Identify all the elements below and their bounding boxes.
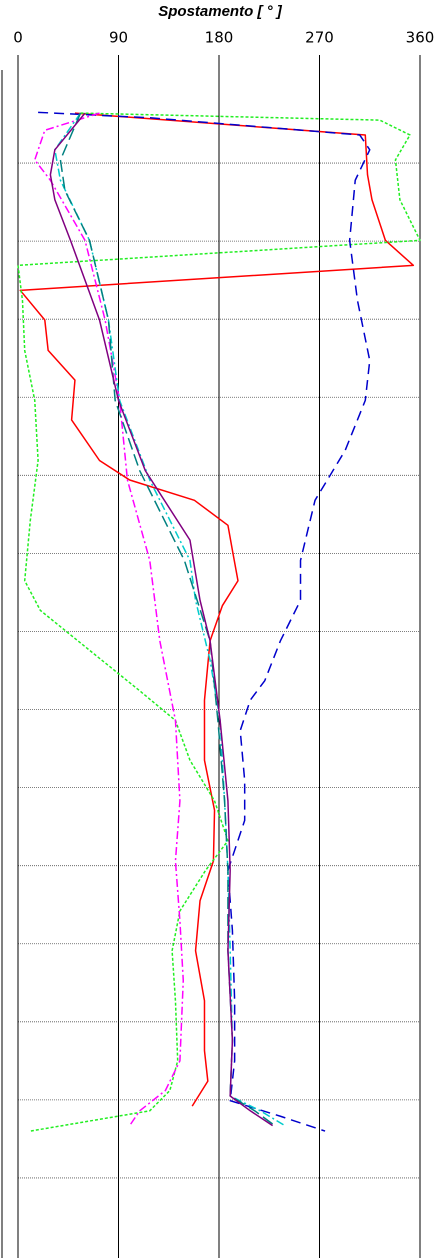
x-tick-label: 270 [305,29,334,47]
data-line [54,112,286,1127]
chart-title: Spostamento [ ° ] [158,3,283,20]
data-line [34,112,185,1127]
x-tick-label: 360 [406,29,435,47]
data-line [38,111,371,1132]
x-tick-label: 0 [13,29,23,47]
data-line [19,112,415,1107]
data-line [49,112,274,1127]
data-line [17,112,421,1132]
x-tick-label: 90 [109,29,128,47]
x-tick-label: 180 [205,29,234,47]
data-line [59,112,276,1127]
